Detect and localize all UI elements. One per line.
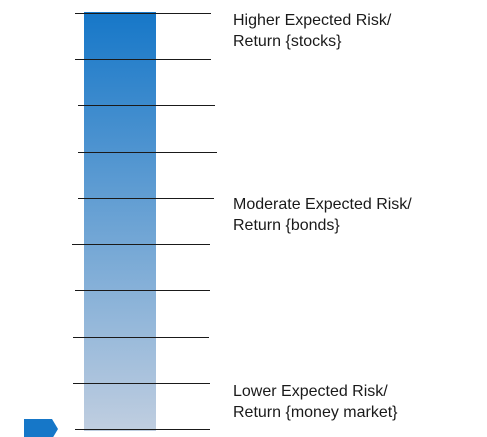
risk-gradient-bar — [84, 12, 156, 431]
label-higher-risk-line2: Return {stocks} — [233, 33, 342, 50]
label-moderate-risk-line1: Moderate Expected Risk/ — [233, 196, 412, 213]
label-higher-risk-line1: Higher Expected Risk/ — [233, 12, 392, 29]
label-moderate-risk-line2: Return {bonds} — [233, 217, 340, 234]
label-lower-risk-line2: Return {money market} — [233, 404, 398, 421]
label-moderate-risk: Moderate Expected Risk/ Return {bonds} — [233, 194, 483, 236]
label-lower-risk: Lower Expected Risk/ Return {money marke… — [233, 381, 483, 423]
label-lower-risk-line1: Lower Expected Risk/ — [233, 383, 388, 400]
pointer-tab-icon — [24, 419, 58, 437]
label-higher-risk: Higher Expected Risk/ Return {stocks} — [233, 10, 483, 52]
